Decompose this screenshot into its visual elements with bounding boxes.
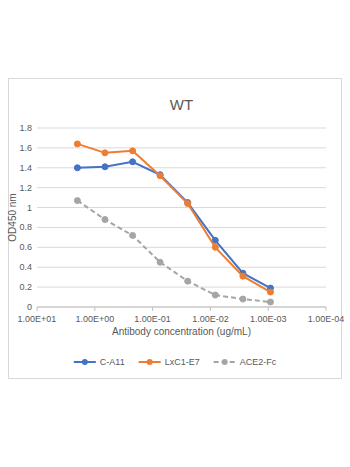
- y-tick-label: 1.6: [19, 143, 32, 153]
- grid-line: [37, 147, 326, 148]
- grid-line: [37, 187, 326, 188]
- data-point: [102, 216, 108, 222]
- title: WT: [170, 96, 193, 113]
- legend-marker: [147, 359, 153, 365]
- x-tick: [268, 307, 269, 311]
- legend-marker: [82, 359, 88, 365]
- legend-label: LxC1-E7: [165, 357, 200, 367]
- grid-line: [37, 247, 326, 248]
- data-point: [157, 259, 163, 265]
- data-point: [130, 148, 136, 154]
- x-tick-label: 1.00E+01: [18, 314, 57, 324]
- grid-line: [37, 307, 326, 308]
- x-tick: [326, 307, 327, 311]
- legend: C-A11 LxC1-E7 ACE2-Fc: [74, 357, 277, 367]
- y-tick-label: 1.4: [19, 163, 32, 173]
- x-tick-label: 1.00E-01: [134, 314, 171, 324]
- y-tick-label: 1.2: [19, 183, 32, 193]
- plot-area: [74, 141, 273, 305]
- data-point: [157, 173, 163, 179]
- y-tick-label: 0.8: [19, 222, 32, 232]
- data-point: [212, 292, 218, 298]
- y-tick-label: 0: [27, 302, 32, 312]
- legend-marker: [222, 359, 228, 365]
- data-point: [74, 141, 80, 147]
- y-tick-label: 0.4: [19, 262, 32, 272]
- y-tick-label: 0.6: [19, 242, 32, 252]
- y-tick-label: 1: [27, 203, 32, 213]
- chart-border: [9, 79, 342, 379]
- x-tick-label: 1.00E-04: [308, 314, 345, 324]
- data-point: [267, 299, 273, 305]
- data-point: [130, 232, 136, 238]
- series-line: [77, 162, 270, 288]
- x-tick: [152, 307, 153, 311]
- data-point: [185, 201, 191, 207]
- data-point: [240, 296, 246, 302]
- y-tick-label: 1.8: [19, 123, 32, 133]
- grid-line: [37, 128, 326, 129]
- grid-line: [37, 227, 326, 228]
- x-axis-label: Antibody concentration (ug/mL): [112, 326, 251, 337]
- x-tick: [94, 307, 95, 311]
- data-point: [240, 273, 246, 279]
- x-tick: [210, 307, 211, 311]
- y-axis-label: OD450 nm: [7, 193, 18, 241]
- x-tick: [37, 307, 38, 311]
- data-point: [267, 289, 273, 295]
- data-point: [102, 164, 108, 170]
- data-point: [74, 165, 80, 171]
- data-point: [130, 159, 136, 165]
- series-line: [77, 201, 270, 302]
- grid-line: [37, 207, 326, 208]
- x-tick-label: 1.00E-03: [250, 314, 287, 324]
- background: [0, 0, 350, 467]
- legend-label: ACE2-Fc: [240, 357, 277, 367]
- chart: WT 0 0.2 0.4 0.6 0.8 1 1.2 1.4 1.6 1.8 1.00E+01 1.00…: [0, 0, 350, 467]
- data-point: [74, 198, 80, 204]
- grid-line: [37, 287, 326, 288]
- x-tick-label: 1.00E+00: [75, 314, 114, 324]
- grid-line: [37, 267, 326, 268]
- x-tick-label: 1.00E-02: [192, 314, 229, 324]
- data-point: [185, 278, 191, 284]
- y-tick-label: 0.2: [19, 282, 32, 292]
- data-point: [212, 244, 218, 250]
- series-line: [77, 144, 270, 292]
- legend-label: C-A11: [100, 357, 125, 367]
- data-point: [102, 150, 108, 156]
- x-axis-line: [37, 307, 326, 308]
